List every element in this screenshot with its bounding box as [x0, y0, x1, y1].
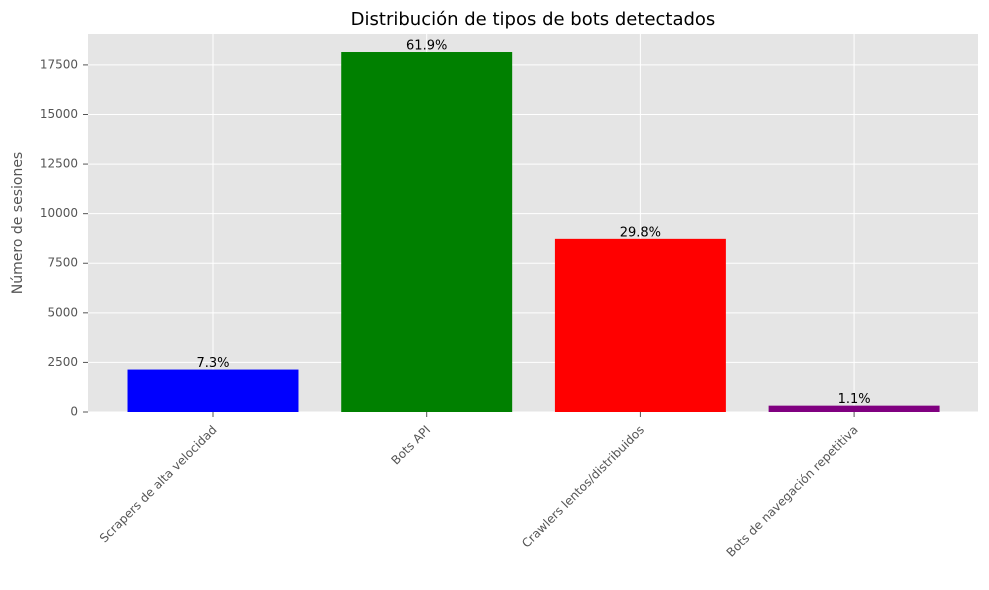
plot-area — [88, 34, 978, 412]
bar — [768, 405, 940, 412]
y-tick-label: 12500 — [40, 157, 78, 171]
chart-title: Distribución de tipos de bots detectados — [351, 9, 716, 30]
percent-label: 1.1% — [838, 392, 871, 407]
percent-label: 29.8% — [620, 225, 661, 240]
y-axis-label: Número de sesiones — [10, 152, 26, 294]
bar — [127, 369, 299, 412]
x-tick-label: Scrapers de alta velocidad — [97, 423, 220, 546]
y-tick-label: 15000 — [40, 107, 78, 121]
y-tick-label: 17500 — [40, 57, 78, 71]
x-tick-label: Bots API — [389, 423, 434, 468]
y-tick-label: 10000 — [40, 206, 78, 220]
bar — [341, 52, 513, 412]
y-tick-label: 0 — [70, 405, 78, 419]
bar — [554, 238, 726, 412]
percent-label: 7.3% — [196, 356, 229, 371]
y-tick-label: 7500 — [47, 256, 78, 270]
y-tick-label: 5000 — [47, 305, 78, 319]
x-tick-label: Crawlers lentos/distribuidos — [519, 423, 647, 551]
y-tick-label: 2500 — [47, 355, 78, 369]
percent-label: 61.9% — [406, 39, 447, 54]
x-tick-label: Bots de navegación repetitiva — [724, 423, 861, 560]
